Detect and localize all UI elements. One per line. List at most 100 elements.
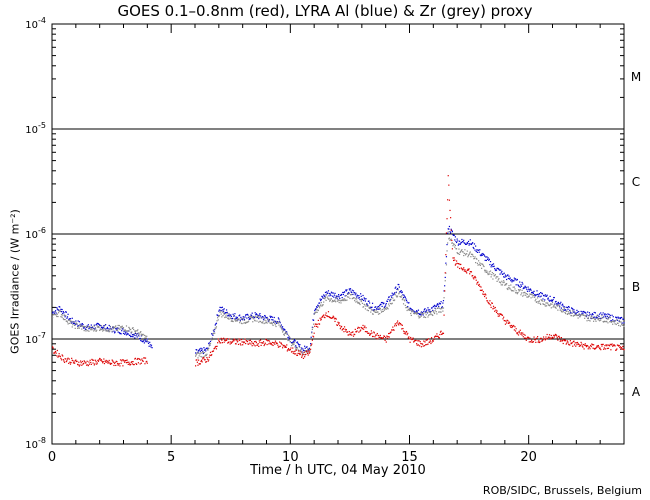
data-point bbox=[389, 300, 391, 303]
data-point bbox=[582, 313, 584, 315]
data-point bbox=[367, 304, 369, 307]
data-point bbox=[593, 344, 595, 346]
data-point bbox=[62, 314, 64, 316]
data-point bbox=[56, 308, 58, 310]
data-point bbox=[252, 321, 254, 323]
data-point bbox=[579, 315, 582, 317]
data-point bbox=[497, 267, 499, 270]
data-point bbox=[364, 304, 366, 306]
data-point bbox=[535, 301, 538, 303]
data-point bbox=[572, 308, 574, 310]
data-point bbox=[578, 345, 580, 347]
data-point bbox=[371, 309, 373, 311]
credit-text: ROB/SIDC, Brussels, Belgium bbox=[482, 484, 642, 497]
data-point bbox=[437, 304, 439, 306]
data-point bbox=[102, 362, 104, 364]
data-point bbox=[517, 334, 520, 336]
data-point bbox=[570, 314, 573, 317]
data-point bbox=[429, 314, 431, 316]
data-point bbox=[509, 277, 511, 279]
data-point bbox=[198, 349, 200, 351]
data-point bbox=[244, 316, 246, 318]
data-point bbox=[142, 360, 144, 362]
data-point bbox=[272, 319, 274, 321]
data-point bbox=[281, 347, 284, 349]
data-point bbox=[614, 345, 616, 347]
data-point bbox=[229, 343, 231, 345]
data-point bbox=[467, 242, 469, 245]
data-point bbox=[217, 319, 219, 321]
data-point bbox=[353, 297, 355, 299]
data-point bbox=[545, 295, 548, 297]
data-point bbox=[585, 312, 587, 314]
data-point bbox=[364, 300, 367, 302]
data-point bbox=[80, 323, 82, 325]
data-point bbox=[110, 328, 113, 330]
data-point bbox=[544, 305, 546, 307]
data-point bbox=[203, 352, 206, 354]
data-point bbox=[197, 351, 199, 353]
data-point bbox=[363, 328, 365, 330]
data-point bbox=[266, 343, 268, 346]
data-point bbox=[236, 339, 238, 341]
data-point bbox=[238, 315, 240, 317]
data-point bbox=[539, 303, 542, 306]
data-point bbox=[514, 326, 516, 328]
data-point bbox=[460, 241, 462, 244]
data-point bbox=[622, 318, 625, 320]
data-point bbox=[308, 352, 311, 354]
data-point bbox=[297, 352, 299, 355]
data-point bbox=[503, 281, 505, 283]
data-point bbox=[74, 327, 76, 329]
data-point bbox=[572, 311, 574, 313]
data-point bbox=[291, 350, 293, 353]
data-point bbox=[427, 338, 430, 340]
data-point bbox=[112, 360, 114, 362]
data-point bbox=[56, 313, 58, 315]
data-point bbox=[77, 325, 79, 327]
data-point bbox=[360, 300, 362, 303]
data-point bbox=[560, 339, 562, 341]
data-point bbox=[385, 341, 387, 343]
data-point bbox=[315, 311, 317, 313]
data-point bbox=[236, 319, 238, 321]
data-point bbox=[514, 330, 517, 332]
data-point bbox=[623, 349, 625, 351]
data-point bbox=[71, 326, 73, 328]
data-point bbox=[74, 324, 76, 327]
data-point bbox=[292, 352, 294, 354]
data-point bbox=[521, 289, 523, 291]
data-point bbox=[592, 347, 594, 349]
data-point bbox=[537, 295, 539, 298]
data-point bbox=[479, 262, 481, 264]
data-point bbox=[516, 332, 518, 334]
data-point bbox=[261, 322, 263, 324]
data-point bbox=[329, 299, 331, 301]
data-point bbox=[464, 269, 466, 271]
data-point bbox=[554, 334, 556, 337]
data-point bbox=[109, 328, 111, 330]
data-point bbox=[342, 298, 344, 300]
data-point bbox=[448, 184, 450, 186]
data-point bbox=[98, 359, 100, 361]
data-point bbox=[526, 296, 528, 298]
data-point bbox=[294, 346, 296, 348]
data-point bbox=[422, 314, 424, 316]
data-point bbox=[555, 300, 557, 303]
data-point bbox=[506, 283, 508, 285]
data-point bbox=[324, 317, 326, 319]
data-point bbox=[242, 316, 244, 318]
data-point bbox=[57, 355, 60, 357]
data-point bbox=[428, 311, 430, 313]
data-point bbox=[518, 285, 520, 288]
data-point bbox=[131, 361, 133, 363]
data-point bbox=[110, 363, 113, 365]
data-point bbox=[371, 332, 373, 334]
data-point bbox=[248, 318, 250, 320]
data-point bbox=[402, 298, 404, 300]
data-point bbox=[557, 309, 559, 311]
data-point bbox=[540, 295, 542, 297]
data-point bbox=[262, 316, 264, 318]
data-point bbox=[417, 344, 420, 346]
data-point bbox=[202, 351, 204, 353]
